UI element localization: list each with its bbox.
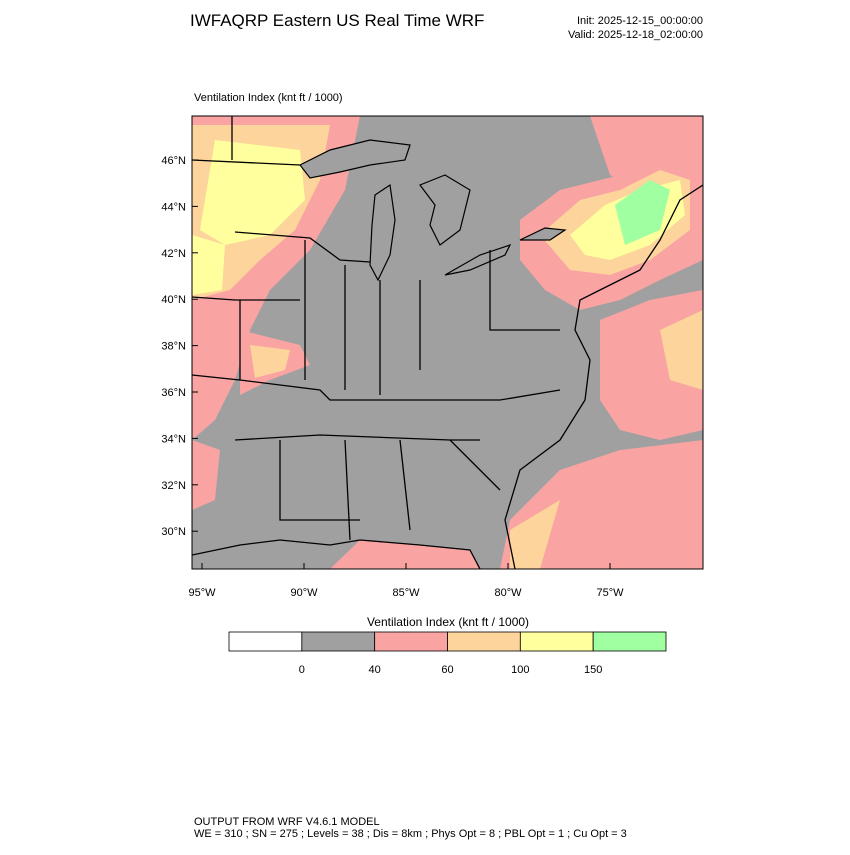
lon-label: 95°W — [188, 587, 216, 599]
lat-label: 42°N — [161, 248, 186, 260]
map-axes: 46°N 44°N 42°N 40°N 38°N 36°N 34°N 32°N 30°N 95°W… — [161, 155, 624, 599]
title: IWFAQRP Eastern US Real Time WRF — [190, 11, 484, 30]
lat-label: 34°N — [161, 433, 186, 445]
colorbar-title: Ventilation Index (knt ft / 1000) — [367, 615, 529, 629]
colorbar-label: 0 — [299, 664, 305, 676]
lat-label: 30°N — [161, 526, 186, 538]
map-frame — [191, 115, 704, 570]
colorbar: 0 40 60 100 150 — [228, 631, 667, 676]
colorbar-label: 150 — [584, 664, 602, 676]
colorbar-box — [519, 631, 594, 652]
map-subtitle: Ventilation Index (knt ft / 1000) — [194, 92, 343, 104]
colorbar-box — [447, 631, 521, 652]
colorbar-box — [374, 631, 448, 652]
lat-label: 36°N — [161, 387, 186, 399]
lat-label: 40°N — [161, 294, 186, 306]
lon-label: 80°W — [494, 587, 522, 599]
lon-label: 75°W — [596, 587, 624, 599]
colorbar-label: 100 — [511, 664, 529, 676]
lat-label: 46°N — [161, 155, 186, 167]
lat-label: 32°N — [161, 480, 186, 492]
colorbar-label: 40 — [369, 664, 381, 676]
lon-label: 90°W — [290, 587, 318, 599]
map — [192, 116, 703, 569]
colorbar-box — [592, 631, 667, 652]
init-time: Init: 2025-12-15_00:00:00 — [577, 15, 703, 27]
colorbar-box — [301, 631, 376, 652]
footer-line-2: WE = 310 ; SN = 275 ; Levels = 38 ; Dis … — [194, 828, 627, 840]
lat-label: 44°N — [161, 201, 186, 213]
colorbar-label: 60 — [441, 664, 453, 676]
colorbar-box — [228, 631, 303, 652]
lon-label: 85°W — [392, 587, 420, 599]
valid-time: Valid: 2025-12-18_02:00:00 — [568, 29, 703, 41]
footer-line-1: OUTPUT FROM WRF V4.6.1 MODEL — [194, 816, 380, 828]
lat-label: 38°N — [161, 341, 186, 353]
